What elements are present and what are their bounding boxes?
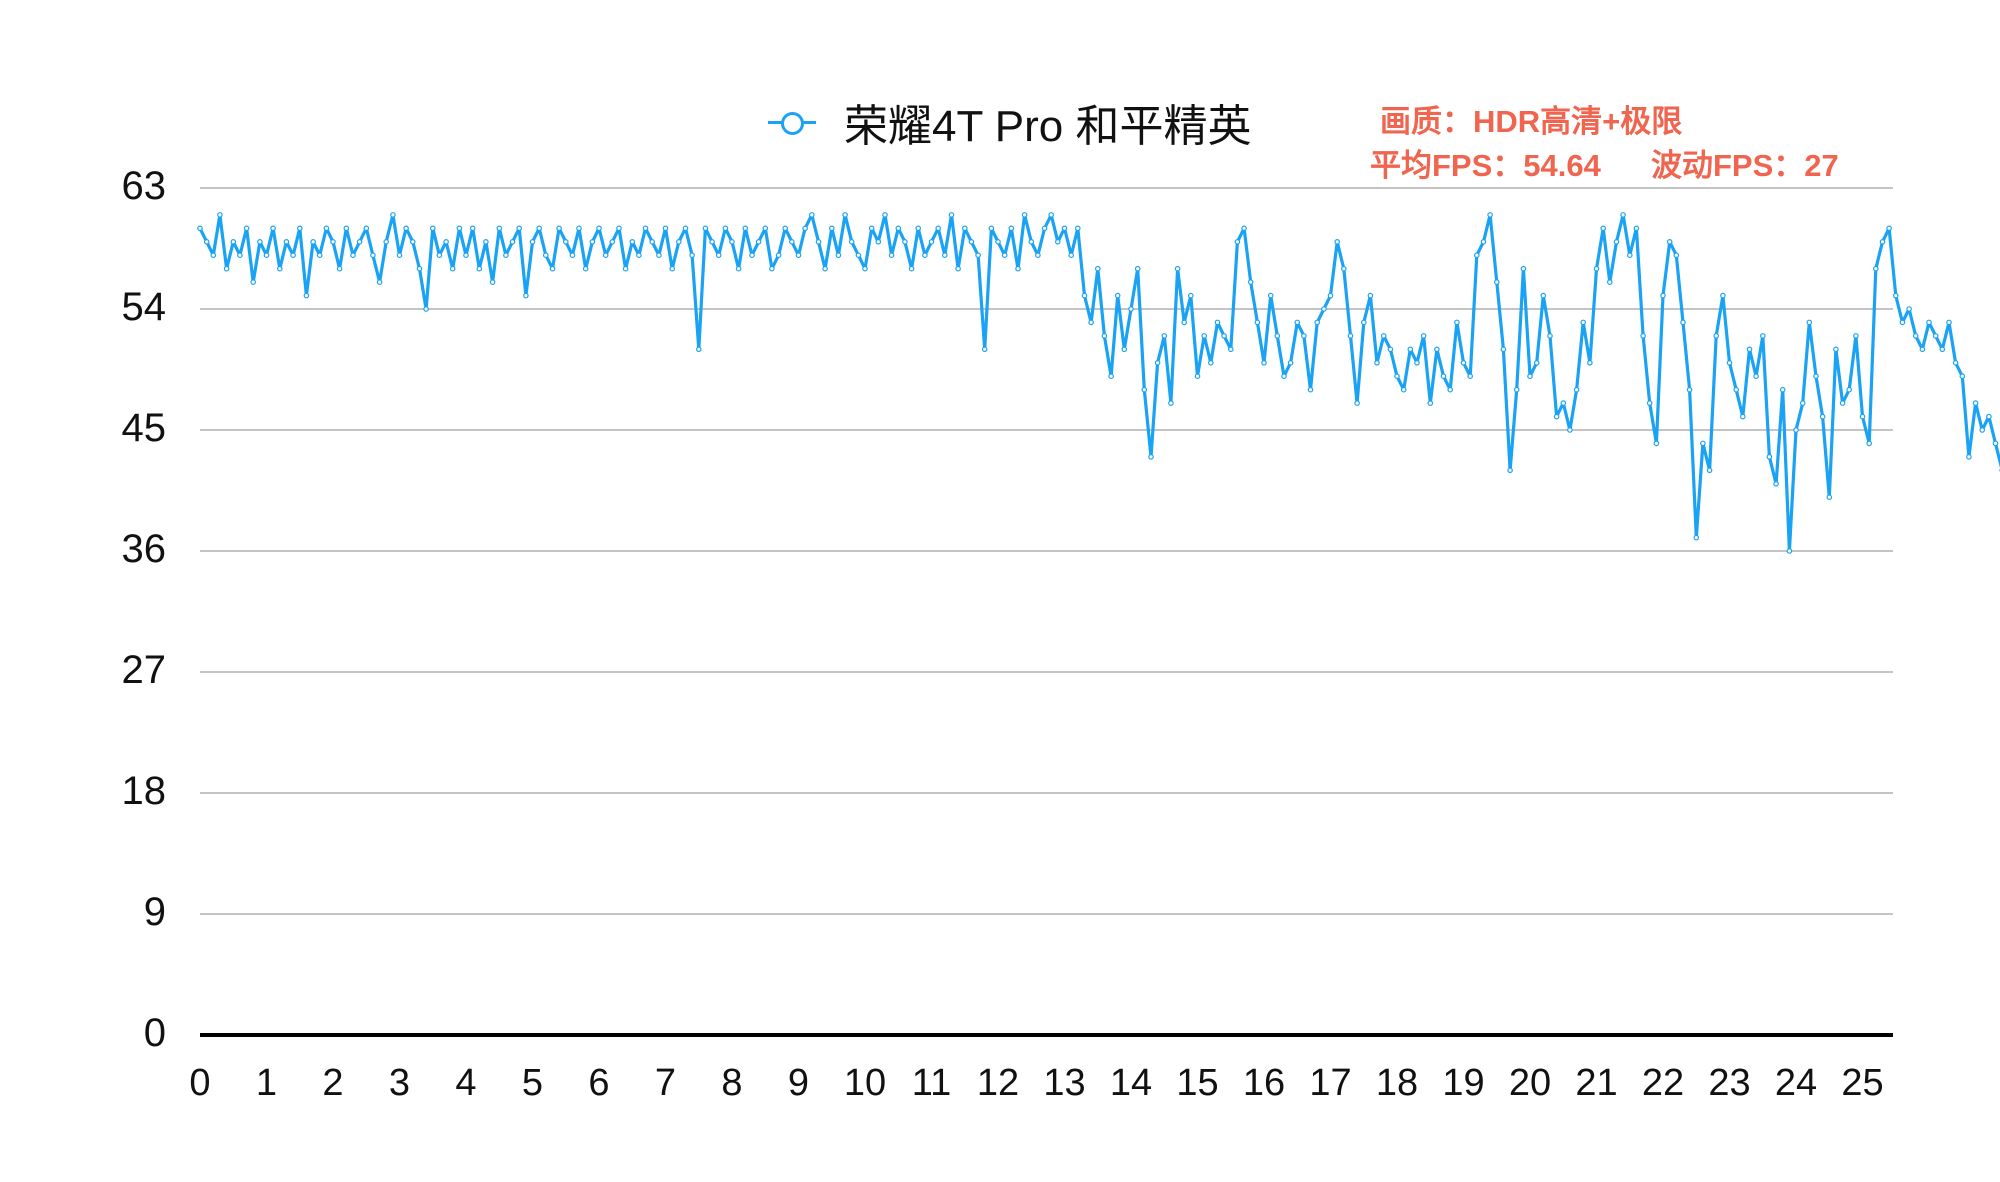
x-tick-label: 11 [911,1062,952,1104]
x-tick-label: 22 [1641,1062,1685,1104]
x-tick-label: 12 [976,1062,1020,1104]
chart-legend: 荣耀4T Pro 和平精英 [768,92,1251,152]
x-tick-label: 8 [721,1062,743,1104]
x-tick-label: 15 [1176,1062,1219,1104]
x-tick-label: 10 [843,1062,887,1104]
x-tick-label: 18 [1375,1062,1419,1104]
x-tick-label: 25 [1841,1062,1884,1104]
y-tick-label: 45 [121,406,167,450]
quality-note: 画质：HDR高清+极限 [1380,104,1683,139]
x-tick-label: 6 [588,1062,610,1104]
y-tick-label: 18 [121,769,167,813]
x-tick-label: 23 [1708,1062,1751,1104]
x-tick-label: 24 [1774,1062,1818,1104]
avg-fps-note: 平均FPS：54.64 [1370,148,1601,183]
y-tick-label: 36 [121,527,167,571]
y-tick-label: 27 [121,648,167,692]
fps-series-line [198,213,2000,553]
x-tick-label: 4 [455,1062,477,1104]
x-tick-label: 16 [1242,1062,1286,1104]
line-marker-icon [768,110,816,135]
y-tick-label: 0 [143,1011,166,1055]
x-tick-label: 9 [787,1062,810,1104]
x-tick-label: 19 [1442,1062,1485,1104]
fluctuation-fps-note: 波动FPS：27 [1651,148,1839,183]
y-tick-label: 9 [143,890,166,934]
x-tick-label: 7 [654,1062,677,1104]
x-tick-label: 0 [189,1062,211,1104]
legend-label: 荣耀4T Pro 和平精英 [844,102,1252,151]
x-tick-label: 21 [1575,1062,1618,1104]
x-tick-label: 2 [322,1062,344,1104]
gridlines [200,187,1893,915]
fps-series-markers [197,212,2000,554]
y-tick-label: 63 [121,164,167,208]
x-tick-label: 5 [521,1062,544,1104]
x-tick-label: 20 [1508,1062,1552,1104]
x-tick-label: 1 [255,1062,278,1104]
y-tick-label: 54 [121,285,167,329]
x-tick-label: 17 [1309,1062,1352,1104]
x-tick-label: 3 [388,1062,411,1104]
x-tick-label: 13 [1043,1062,1086,1104]
x-tick-label: 14 [1109,1062,1153,1104]
